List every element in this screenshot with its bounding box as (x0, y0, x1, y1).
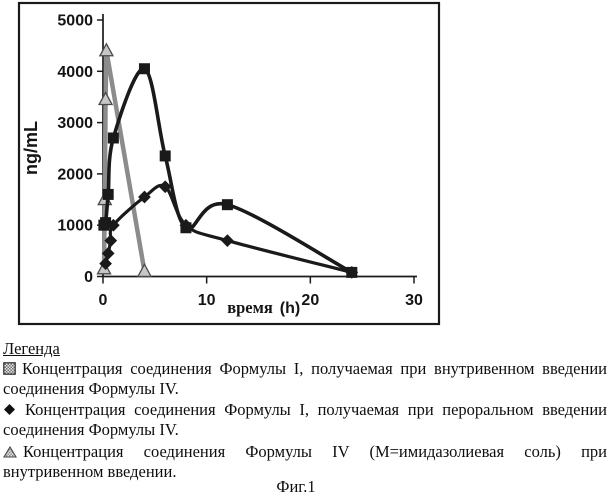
data-point-diamond (158, 180, 172, 194)
x-axis-title: время (227, 298, 273, 317)
legend-item-oral-formula1: Концентрация соединения Формулы I, получ… (3, 401, 607, 440)
series-square (98, 63, 358, 278)
data-point-triangle (136, 263, 153, 278)
shaded-triangle-icon (3, 444, 17, 463)
axes: 0 1000 2000 3000 4000 5000 0 10 20 30 (57, 13, 423, 310)
legend-item-text: Концентрация соединения Формулы IV (М=им… (3, 441, 607, 481)
data-point-square (107, 132, 119, 144)
figure-border (17, 1, 441, 326)
x-tick-label: 10 (198, 292, 216, 309)
data-point-square (102, 188, 114, 200)
y-axis-title: ng/mL (21, 121, 41, 175)
axis-lines (102, 14, 417, 278)
black-diamond-icon (3, 402, 16, 421)
legend-item-text: Концентрация соединения Формулы I, получ… (3, 358, 607, 398)
legend-title: Легенда (3, 339, 60, 358)
figure-caption: Фиг.1 (276, 477, 316, 496)
y-tick-label: 4000 (57, 64, 93, 81)
data-point-diamond (99, 257, 112, 271)
y-tick-label: 1000 (57, 218, 93, 235)
y-tick-label: 2000 (57, 166, 93, 183)
x-tick-label: 30 (405, 292, 423, 309)
x-tick-label: 0 (99, 292, 108, 309)
legend-item-iv-formula4: Концентрация соединения Формулы IV (М=им… (3, 441, 607, 482)
data-point-triangle (98, 42, 115, 57)
data-point-square (138, 63, 150, 75)
data-point-square (159, 150, 171, 162)
x-tick-label: 20 (301, 292, 319, 309)
concentration-time-chart: ng/mL время (h) 0 1000 2000 3000 4000 5000 0 10… (17, 1, 441, 326)
legend-item-iv-formula1: Концентрация соединения Формулы I, получ… (3, 358, 607, 399)
x-axis-unit: (h) (280, 300, 300, 317)
y-tick-label: 3000 (57, 115, 93, 132)
data-point-square (346, 266, 358, 278)
data-point-square (100, 217, 112, 229)
data-point-diamond (221, 234, 234, 247)
y-tick-label: 5000 (57, 13, 93, 30)
legend: Легенда Концентрация соединения Формулы … (3, 339, 607, 485)
data-point-diamond (138, 190, 151, 204)
data-point-square (180, 222, 192, 234)
y-tick-label: 0 (84, 269, 93, 286)
data-point-square (221, 199, 233, 211)
legend-item-text: Концентрация соединения Формулы I, получ… (3, 400, 607, 440)
data-point-triangle (98, 91, 114, 106)
data-point-diamond (104, 234, 118, 247)
shaded-square-icon (3, 361, 16, 380)
